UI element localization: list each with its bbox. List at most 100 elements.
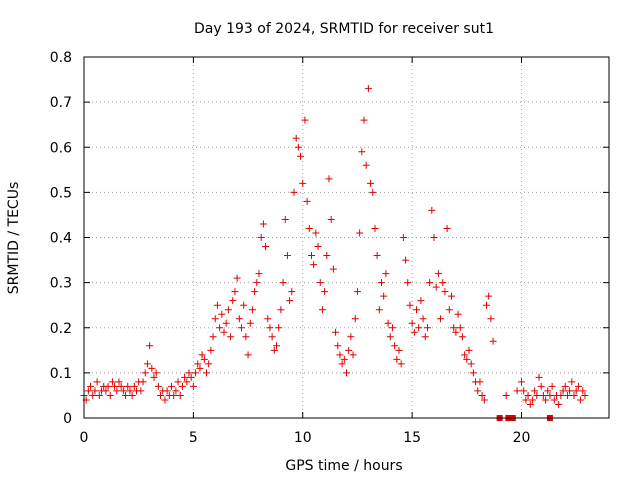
data-point xyxy=(117,382,125,390)
data-point xyxy=(170,391,178,399)
data-point xyxy=(194,360,202,368)
data-point xyxy=(421,333,429,341)
data-point xyxy=(248,306,256,314)
data-point xyxy=(279,279,287,287)
data-point xyxy=(84,387,92,395)
data-point xyxy=(375,306,383,314)
data-point xyxy=(413,306,420,314)
data-point xyxy=(255,270,263,278)
data-point xyxy=(539,391,547,399)
data-point xyxy=(139,378,147,386)
data-point xyxy=(489,337,497,345)
data-point xyxy=(321,288,329,296)
data-point xyxy=(349,351,357,359)
data-point xyxy=(334,342,342,350)
data-point xyxy=(480,396,488,404)
data-point xyxy=(290,188,298,196)
data-point xyxy=(310,261,318,269)
data-points xyxy=(80,85,589,421)
data-point xyxy=(353,288,361,296)
data-point xyxy=(397,360,405,368)
data-point xyxy=(463,355,471,363)
data-point xyxy=(196,364,204,372)
data-point xyxy=(535,373,543,381)
data-point xyxy=(189,382,197,390)
data-point xyxy=(207,346,215,354)
data-point xyxy=(364,85,372,93)
data-point xyxy=(273,342,280,350)
data-point xyxy=(299,179,307,187)
data-point xyxy=(478,391,486,399)
data-point xyxy=(288,288,296,296)
y-tick-label: 0.2 xyxy=(50,321,72,337)
data-point xyxy=(111,382,119,390)
y-tick-label: 0.7 xyxy=(50,95,72,111)
data-point xyxy=(393,355,401,363)
data-point xyxy=(168,382,175,390)
data-point xyxy=(548,382,556,390)
data-point xyxy=(347,333,355,341)
data-point xyxy=(340,355,348,363)
data-point xyxy=(419,315,427,323)
data-point xyxy=(211,315,219,323)
x-tick-label: 0 xyxy=(80,430,89,446)
y-tick-label: 0.4 xyxy=(50,231,72,247)
data-point xyxy=(218,310,226,318)
y-tick-label: 0.8 xyxy=(50,50,72,66)
data-point xyxy=(404,279,412,287)
data-point xyxy=(378,279,385,287)
data-point xyxy=(408,319,416,327)
data-point xyxy=(303,197,311,205)
data-point xyxy=(209,333,217,341)
data-point xyxy=(314,243,322,251)
y-tick-label: 0.1 xyxy=(50,366,72,382)
data-point xyxy=(200,355,208,363)
data-point xyxy=(275,324,283,332)
data-point xyxy=(332,328,340,336)
data-point xyxy=(323,252,331,260)
data-point xyxy=(231,288,239,296)
x-tick-label: 15 xyxy=(403,430,421,446)
data-point xyxy=(467,360,475,368)
data-point xyxy=(345,346,353,354)
data-point xyxy=(474,387,482,395)
data-point xyxy=(448,292,455,300)
data-point xyxy=(428,206,436,214)
data-point xyxy=(373,252,381,260)
data-point xyxy=(192,369,200,377)
data-point xyxy=(122,391,130,399)
data-point xyxy=(327,215,335,223)
data-point xyxy=(441,288,449,296)
data-point xyxy=(146,342,154,350)
data-point xyxy=(386,333,394,341)
data-point xyxy=(240,301,248,309)
data-point xyxy=(222,319,230,327)
data-point xyxy=(561,382,569,390)
data-point xyxy=(550,396,558,404)
data-point xyxy=(268,333,276,341)
data-point xyxy=(526,400,534,408)
data-point xyxy=(220,328,228,336)
data-point xyxy=(281,215,289,223)
data-point xyxy=(402,256,410,264)
data-point xyxy=(432,283,440,291)
data-point xyxy=(399,234,407,241)
data-point xyxy=(213,301,221,309)
data-point xyxy=(292,134,300,142)
data-point xyxy=(555,400,563,408)
data-point xyxy=(358,148,366,156)
data-point xyxy=(113,387,121,395)
data-point xyxy=(253,279,261,287)
data-point xyxy=(172,387,180,395)
data-point xyxy=(483,301,490,309)
data-point xyxy=(316,279,324,287)
data-point xyxy=(161,396,169,404)
data-point xyxy=(371,224,379,232)
data-point xyxy=(537,382,545,390)
data-point xyxy=(531,387,539,395)
data-point xyxy=(362,161,370,169)
data-point xyxy=(568,378,576,386)
data-point xyxy=(452,328,460,336)
data-point xyxy=(178,382,186,390)
data-point xyxy=(143,360,151,368)
